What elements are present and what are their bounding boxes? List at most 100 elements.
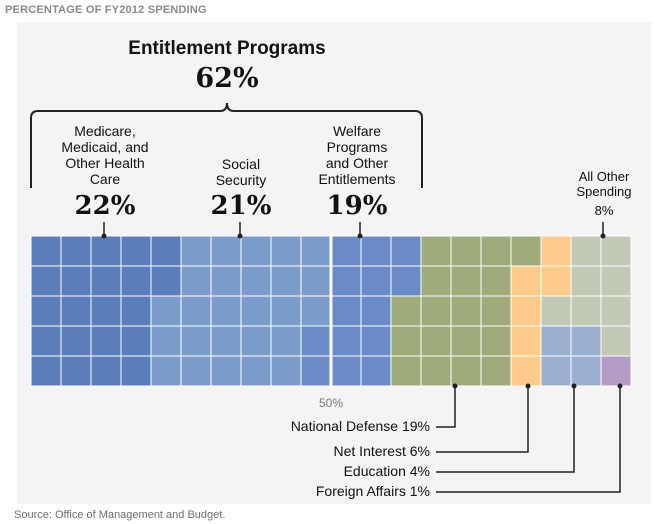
waffle-cell-interest (510, 355, 542, 387)
waffle-cell-medicare (120, 235, 152, 267)
value-other: 8% (595, 203, 614, 218)
waffle-cell-welfare (330, 295, 362, 327)
waffle-cell-medicare (30, 355, 62, 387)
value-welfare: 19% (327, 191, 388, 221)
waffle-cell-defense (420, 355, 452, 387)
waffle-cell-social_security (300, 235, 332, 267)
waffle-cell-welfare (390, 265, 422, 297)
waffle-cell-medicare (120, 265, 152, 297)
waffle-cell-medicare (90, 325, 122, 357)
waffle-cell-defense (450, 325, 482, 357)
label-social_security-line: Security (216, 172, 267, 188)
waffle-cell-other (600, 325, 632, 357)
waffle-cell-medicare (120, 295, 152, 327)
waffle-cell-defense (480, 235, 512, 267)
waffle-cell-defense (420, 295, 452, 327)
leader-foreign (436, 386, 621, 493)
waffle-cell-other (600, 265, 632, 297)
waffle-cell-interest (510, 265, 542, 297)
label-medicare-line: Other Health (65, 155, 144, 171)
waffle-cell-social_security (180, 265, 212, 297)
leader-interest (436, 386, 529, 453)
waffle-cell-other (600, 295, 632, 327)
waffle-cell-medicare (60, 265, 92, 297)
waffle-cell-welfare (330, 265, 362, 297)
waffle-cell-medicare (90, 355, 122, 387)
label-medicare-line: Medicaid, and (61, 139, 148, 155)
label-foreign: Foreign Affairs 1% (316, 483, 430, 499)
waffle-cell-medicare (60, 325, 92, 357)
entitlement-value: 62% (195, 63, 258, 94)
waffle-cell-education (540, 355, 572, 387)
waffle-cell-defense (480, 325, 512, 357)
waffle-cell-medicare (120, 355, 152, 387)
waffle-cell-other (540, 295, 572, 327)
waffle-cell-medicare (150, 235, 182, 267)
waffle-cell-social_security (240, 265, 272, 297)
waffle-cell-social_security (270, 235, 302, 267)
value-medicare: 22% (75, 191, 136, 221)
dot-medicare (101, 233, 107, 239)
waffle-cell-social_security (240, 295, 272, 327)
waffle-cell-medicare (30, 295, 62, 327)
waffle-cell-other (600, 235, 632, 267)
waffle-cell-defense (390, 355, 422, 387)
waffle-cell-social_security (180, 295, 212, 327)
waffle-cell-welfare (300, 355, 332, 387)
waffle-cell-defense (420, 265, 452, 297)
waffle-cell-education (570, 355, 602, 387)
waffle-cell-medicare (30, 235, 62, 267)
label-interest: Net Interest 6% (334, 443, 431, 459)
label-medicare-line: Care (90, 171, 121, 187)
waffle-cell-social_security (270, 295, 302, 327)
waffle-cell-medicare (150, 265, 182, 297)
waffle-cell-defense (480, 295, 512, 327)
waffle-cell-welfare (360, 355, 392, 387)
label-welfare-line: Programs (327, 139, 388, 155)
waffle-cell-other (570, 265, 602, 297)
waffle-cell-medicare (120, 325, 152, 357)
waffle-cell-social_security (300, 295, 332, 327)
waffle-cell-social_security (240, 235, 272, 267)
waffle-cell-foreign (600, 355, 632, 387)
waffle-cell-social_security (150, 295, 182, 327)
waffle-cell-welfare (330, 355, 362, 387)
waffle-cell-defense (390, 295, 422, 327)
waffle-cell-social_security (270, 355, 302, 387)
waffle-cell-medicare (30, 325, 62, 357)
entitlement-bracket (30, 102, 423, 188)
label-welfare-line: Entitlements (318, 171, 395, 187)
waffle-cell-defense (420, 235, 452, 267)
midpoint-label: 50% (319, 396, 343, 410)
waffle-cell-welfare (360, 265, 392, 297)
waffle-cell-medicare (90, 235, 122, 267)
waffle-cell-interest (540, 235, 572, 267)
waffle-cell-interest (510, 325, 542, 357)
leader-defense (436, 386, 456, 428)
waffle-cell-defense (390, 325, 422, 357)
waffle-cell-social_security (210, 325, 242, 357)
label-welfare-line: Welfare (333, 123, 381, 139)
waffle-cell-defense (450, 265, 482, 297)
label-defense: National Defense 19% (291, 418, 430, 434)
waffle-cell-defense (480, 355, 512, 387)
label-other-line: Spending (577, 184, 632, 199)
waffle-cell-education (570, 325, 602, 357)
waffle-cell-medicare (30, 265, 62, 297)
waffle-cell-other (570, 235, 602, 267)
label-social_security-line: Social (222, 156, 260, 172)
waffle-cell-medicare (90, 265, 122, 297)
dot-welfare (357, 233, 363, 239)
waffle-cell-other (570, 295, 602, 327)
waffle-cell-defense (480, 265, 512, 297)
waffle-cell-medicare (60, 295, 92, 327)
waffle-cell-welfare (360, 235, 392, 267)
waffle-cell-social_security (150, 355, 182, 387)
waffle-cell-medicare (90, 295, 122, 327)
waffle-cell-welfare (330, 325, 362, 357)
waffle-cell-social_security (180, 355, 212, 387)
waffle-cell-welfare (300, 325, 332, 357)
dot-other (600, 233, 606, 239)
waffle-cell-education (540, 325, 572, 357)
